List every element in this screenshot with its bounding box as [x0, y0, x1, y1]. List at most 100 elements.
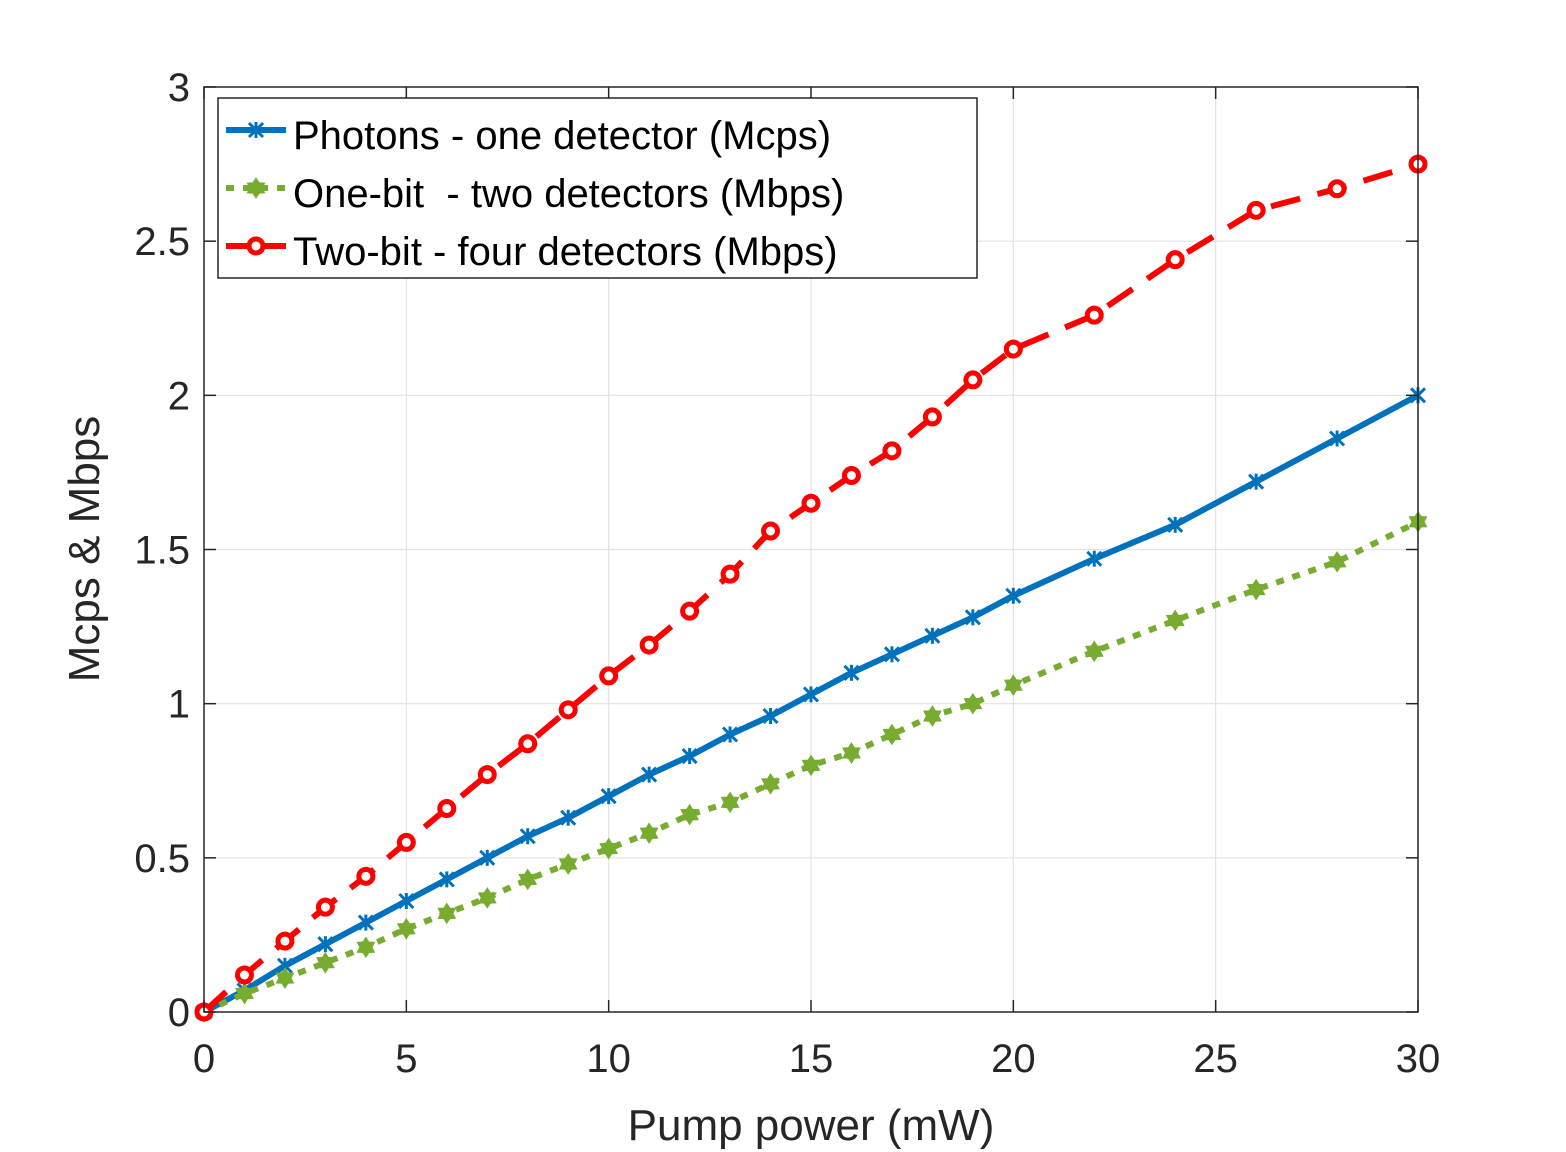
data-point-two-bit	[315, 897, 335, 917]
data-point-photons	[641, 766, 658, 783]
x-tick-label: 30	[1396, 1037, 1441, 1081]
data-point-two-bit	[599, 666, 619, 686]
data-point-one-bit	[882, 723, 902, 746]
data-point-one-bit	[275, 967, 295, 989]
data-point-one-bit	[235, 982, 254, 1005]
data-point-photons	[681, 748, 698, 765]
data-point-one-bit	[639, 822, 659, 845]
data-point-two-bit	[639, 635, 659, 655]
data-point-photons	[1086, 550, 1103, 567]
data-point-photons	[600, 788, 617, 805]
legend-sample-photons	[226, 121, 286, 139]
y-tick-label: 2.5	[134, 220, 190, 264]
y-tick-label: 2	[168, 374, 190, 418]
series-group	[194, 154, 1428, 1022]
data-point-one-bit	[720, 791, 740, 814]
series-line-one-bit	[202, 519, 1420, 1015]
data-point-two-bit	[882, 441, 902, 461]
legend: Photons - one detector (Mcps) One-bit - …	[217, 97, 978, 279]
data-point-two-bit	[1246, 200, 1266, 220]
data-point-photons	[479, 849, 496, 866]
data-point-two-bit	[234, 965, 254, 985]
legend-sample-two-bit	[226, 236, 286, 256]
data-point-two-bit	[396, 832, 416, 852]
data-point-one-bit	[761, 772, 780, 795]
data-point-one-bit	[1327, 550, 1347, 573]
data-point-photons	[722, 726, 739, 743]
data-point-one-bit	[599, 837, 619, 860]
data-point-two-bit	[437, 799, 457, 818]
data-point-two-bit	[477, 765, 497, 785]
series-layer	[194, 154, 1428, 1023]
data-point-two-bit	[246, 236, 266, 256]
data-point-photons	[762, 707, 779, 725]
grid-layer	[204, 87, 1418, 1012]
x-tick-label: 0	[193, 1037, 215, 1081]
data-point-two-bit	[1084, 305, 1104, 325]
data-point-photons	[1248, 473, 1265, 490]
data-point-photons	[843, 664, 860, 681]
data-point-two-bit	[841, 466, 861, 485]
data-point-one-bit	[1084, 640, 1104, 663]
data-point-one-bit	[1165, 609, 1185, 632]
data-point-two-bit	[801, 493, 821, 513]
legend-entry-photons: Photons - one detector (Mcps)	[226, 114, 831, 158]
series-group	[194, 510, 1428, 1023]
data-point-photons	[883, 646, 900, 663]
data-point-two-bit	[1003, 339, 1023, 359]
legend-entry-one-bit: One-bit - two detectors (Mbps)	[226, 172, 844, 216]
data-point-photons	[802, 686, 820, 703]
data-point-two-bit	[922, 407, 942, 427]
y-tick-label: 3	[168, 66, 190, 110]
data-point-photons	[1167, 516, 1184, 533]
data-point-photons	[1329, 430, 1346, 447]
data-point-one-bit	[477, 887, 497, 909]
data-point-two-bit	[720, 564, 740, 584]
legend-label-one-bit: One-bit - two detectors (Mbps)	[293, 172, 844, 216]
data-point-photons	[357, 914, 374, 931]
y-tick-label: 1.5	[134, 529, 190, 573]
data-point-one-bit	[923, 705, 942, 727]
data-point-one-bit	[801, 754, 821, 777]
data-point-photons	[1005, 587, 1022, 604]
data-point-photons	[247, 121, 265, 139]
label-layer: 0 5 10 15 20 25 30 0 0.5 1 1.5 2 2.5 3	[134, 66, 1440, 1081]
data-point-photons	[317, 936, 334, 953]
data-point-two-bit	[963, 370, 983, 390]
legend-label-photons: Photons - one detector (Mcps)	[293, 114, 831, 158]
x-tick-label: 20	[991, 1037, 1036, 1081]
data-point-one-bit	[518, 868, 538, 891]
legend-sample-one-bit	[226, 177, 286, 199]
series-line-photons	[202, 392, 1420, 1015]
x-tick-label: 10	[586, 1037, 631, 1081]
data-point-one-bit	[437, 902, 457, 925]
data-point-photons	[438, 871, 455, 888]
data-point-one-bit	[842, 742, 861, 764]
data-point-one-bit	[963, 692, 983, 715]
data-point-photons	[560, 809, 577, 826]
y-tick-label: 0	[168, 991, 190, 1035]
tick-layer	[203, 86, 1419, 1013]
data-point-photons	[519, 828, 536, 845]
x-tick-label: 5	[395, 1037, 417, 1081]
y-tick-label: 0.5	[134, 837, 190, 881]
x-tick-label: 15	[789, 1037, 834, 1081]
legend-box	[217, 97, 978, 279]
data-point-one-bit	[315, 951, 335, 974]
data-point-one-bit	[1246, 578, 1266, 601]
x-axis-title: Pump power (mW)	[628, 1101, 995, 1150]
y-tick-label: 1	[168, 683, 190, 727]
data-point-photons	[964, 609, 981, 626]
x-tick-label: 25	[1193, 1037, 1238, 1081]
data-point-one-bit	[246, 177, 266, 199]
data-point-one-bit	[396, 917, 416, 940]
data-point-one-bit	[680, 803, 700, 826]
legend-entry-two-bit: Two-bit - four detectors (Mbps)	[226, 230, 838, 274]
data-point-two-bit	[1165, 250, 1185, 270]
data-point-two-bit	[518, 734, 538, 754]
data-point-photons	[398, 892, 415, 910]
data-point-photons	[924, 627, 941, 644]
data-point-two-bit	[1327, 179, 1347, 199]
data-point-two-bit	[356, 866, 376, 886]
